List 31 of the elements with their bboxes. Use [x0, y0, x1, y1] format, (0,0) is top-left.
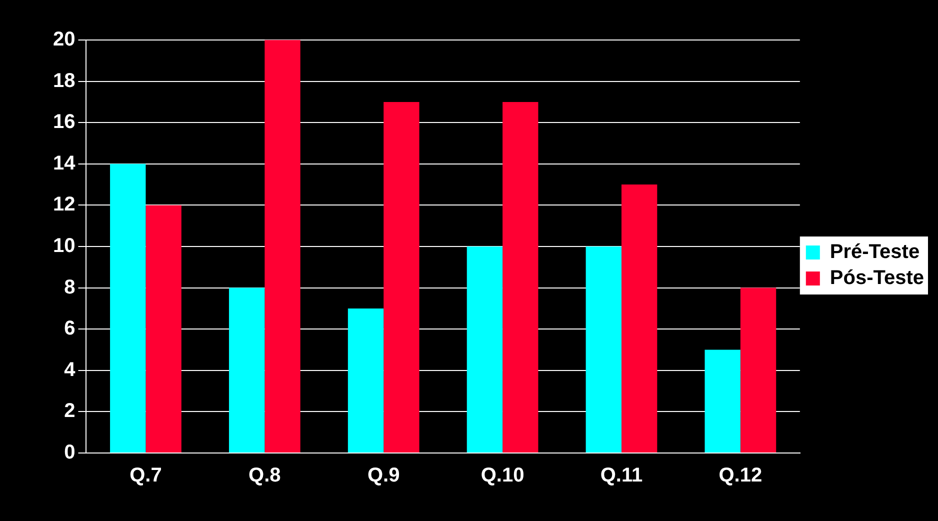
y-tick-label: 6	[64, 318, 76, 340]
legend-label: Pré-Teste	[830, 241, 920, 264]
x-tick-label: Q.12	[718, 464, 762, 487]
x-tick-label: Q.10	[480, 464, 524, 487]
y-tick-label: 16	[52, 111, 76, 134]
y-tick-label: 14	[52, 152, 76, 174]
legend-label: Pós-Teste	[830, 267, 924, 290]
y-tick-label: 12	[52, 194, 76, 216]
bar	[146, 205, 182, 452]
y-tick-label: 20	[52, 28, 76, 51]
bar	[384, 102, 420, 452]
bar	[740, 288, 776, 452]
x-tick-label: Q.11	[600, 464, 643, 487]
x-tick-label: Q.8	[248, 464, 281, 487]
bar	[586, 246, 622, 452]
y-tick-label: 0	[64, 442, 76, 464]
bar	[466, 246, 503, 452]
x-tick-label: Q.7	[130, 464, 162, 487]
y-tick-label: 10	[52, 235, 76, 258]
y-tick-label: 2	[64, 400, 76, 422]
bar	[502, 102, 538, 452]
x-tick-label: Q.9	[367, 464, 400, 487]
bar	[348, 308, 384, 452]
bar	[704, 350, 740, 452]
bar	[264, 40, 300, 452]
bar	[228, 288, 265, 452]
bar	[110, 164, 146, 452]
y-tick-label: 18	[52, 70, 76, 92]
y-tick-label: 4	[64, 358, 76, 381]
y-tick-label: 8	[64, 276, 76, 298]
bar	[621, 184, 658, 452]
